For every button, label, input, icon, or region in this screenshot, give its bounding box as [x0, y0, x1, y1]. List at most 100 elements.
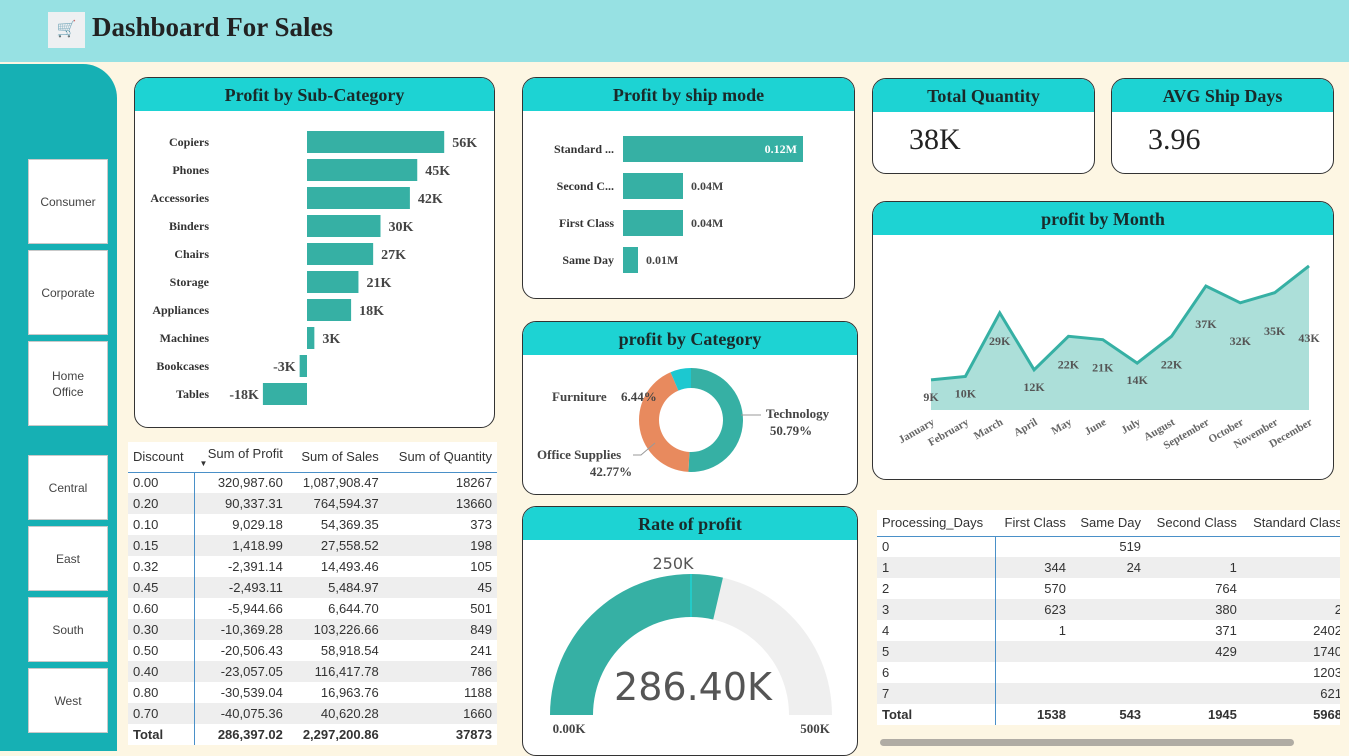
column-header[interactable]: Sum of Profit ▼ [194, 442, 288, 473]
data-label: 32K [1230, 334, 1252, 348]
table-cell [1242, 578, 1340, 599]
bar [623, 210, 683, 236]
column-header[interactable]: Discount [128, 442, 195, 473]
table-cell: 1 [1058, 623, 1066, 638]
category-label: Storage [170, 275, 210, 289]
table-cell: 1,418.99 [194, 535, 288, 556]
table-row: 0.15 1,418.99 27,558.52 198 [128, 535, 497, 556]
data-label: 9K [923, 390, 939, 404]
legend-label: Furniture [552, 389, 607, 404]
total-quantity-value: 38K [909, 123, 961, 156]
table-cell [995, 662, 1071, 683]
table-cell: 1 [1146, 557, 1242, 578]
table-row: 4 1 371 2402 [877, 620, 1340, 641]
table-cell: 241 [470, 643, 492, 658]
slicer-consumer[interactable]: Consumer [28, 159, 108, 244]
table-cell: 13660 [383, 493, 497, 514]
data-label: 12K [1023, 380, 1045, 394]
slicer-central[interactable]: Central [28, 455, 108, 520]
month-label: April [1012, 416, 1040, 439]
table-cell: -23,057.05 [194, 661, 288, 682]
total-cell: 1538 [1037, 707, 1066, 722]
table-cell: -10,369.28 [194, 619, 288, 640]
data-label: 22K [1161, 357, 1183, 371]
table-row: 0 519 [877, 536, 1340, 557]
table-cell [1146, 683, 1242, 704]
column-header[interactable]: Sum of Sales [287, 442, 384, 473]
table-cell: 320,987.60 [217, 475, 283, 491]
slice-furniture [670, 368, 691, 391]
data-label: -18K [229, 388, 259, 403]
table-cell: 373 [470, 517, 492, 532]
table-cell [1242, 536, 1340, 557]
table-cell: -40,075.36 [194, 703, 288, 724]
table-cell: 7 [877, 683, 996, 704]
column-header[interactable]: Processing_Days [877, 510, 996, 537]
column-header[interactable]: Sum of Quantity [383, 442, 497, 473]
table-cell: 0.30 [128, 619, 195, 640]
bar [623, 136, 803, 162]
table-cell [1146, 536, 1242, 557]
bar [623, 173, 683, 199]
column-header[interactable]: Same Day [1070, 510, 1147, 537]
data-label: 21K [1092, 361, 1114, 375]
category-donut-chart: Technology 50.79% Office Supplies 42.77% Fur… [537, 368, 830, 479]
table-cell [1070, 599, 1147, 620]
table-cell: 1203 [1313, 665, 1340, 680]
table-row: 6 1203 [877, 662, 1340, 683]
slicer-south[interactable]: South [28, 597, 108, 662]
table-cell: 3 [877, 599, 996, 620]
table-cell: 58,918.54 [320, 643, 379, 658]
table-row: 0.60 -5,944.66 6,644.70 501 [128, 598, 497, 619]
slicer-west[interactable]: West [28, 668, 108, 733]
table-cell [995, 641, 1071, 662]
data-label: 3K [322, 332, 340, 347]
table-cell: -2,391.14 [227, 559, 283, 574]
panel-title: profit by Month [873, 202, 1333, 235]
table-cell: 1740 [1241, 641, 1340, 662]
table-cell: -5,944.66 [227, 601, 283, 616]
slicer-home-office[interactable]: Home Office [28, 341, 108, 426]
horizontal-scrollbar[interactable] [880, 739, 1294, 746]
data-label: 0.04M [691, 179, 723, 193]
total-quantity-card: Total Quantity 38K [872, 78, 1095, 174]
max-label: 500K [800, 721, 831, 736]
table-cell: -30,539.04 [220, 685, 283, 700]
sort-desc-icon[interactable]: ▼ [199, 459, 208, 469]
bar [307, 215, 381, 237]
slicer-east[interactable]: East [28, 526, 108, 591]
bar [307, 159, 418, 181]
table-cell: 4 [877, 620, 996, 641]
month-label: March [972, 416, 1005, 442]
table-row: 5 429 1740 [877, 641, 1340, 662]
bar [307, 271, 359, 293]
table-cell: 198 [383, 535, 497, 556]
column-header[interactable]: Standard Class [1241, 510, 1340, 537]
table-cell: 849 [383, 619, 497, 640]
profit-gauge: 250K 286.40K 0.00K 500K [550, 554, 832, 736]
bar [262, 383, 307, 405]
table-cell: 40,620.28 [287, 703, 384, 724]
table-cell: 5,484.97 [287, 577, 384, 598]
table-cell: 24 [1070, 557, 1147, 578]
slicer-corporate[interactable]: Corporate [28, 250, 108, 335]
legend-label: Office Supplies [537, 447, 621, 462]
table-cell: 45 [383, 577, 497, 598]
table-cell: 1,087,908.47 [302, 475, 379, 491]
table-row: 0.70 -40,075.36 40,620.28 1660 [128, 703, 497, 724]
column-header[interactable]: First Class [995, 510, 1071, 537]
logo: 🛒 [48, 12, 85, 48]
total-cell: Total [877, 704, 996, 725]
profit-by-category-panel: profit by Category Technology 50.79% Offic… [522, 321, 858, 495]
total-cell: 1945 [1207, 707, 1237, 722]
month-label: May [1049, 416, 1074, 437]
cart-icon: 🛒 [56, 21, 77, 38]
table-row: 0.80 -30,539.04 16,963.76 1188 [128, 682, 497, 703]
total-cell: 5968 [1313, 707, 1340, 722]
bar [307, 131, 445, 153]
column-header[interactable]: Second Class [1146, 510, 1242, 537]
header: 🛒 Dashboard For Sales [0, 0, 1349, 62]
table-cell [1071, 578, 1146, 599]
bar [307, 243, 374, 265]
table-row: 0.40 -23,057.05 116,417.78 786 [128, 661, 497, 682]
